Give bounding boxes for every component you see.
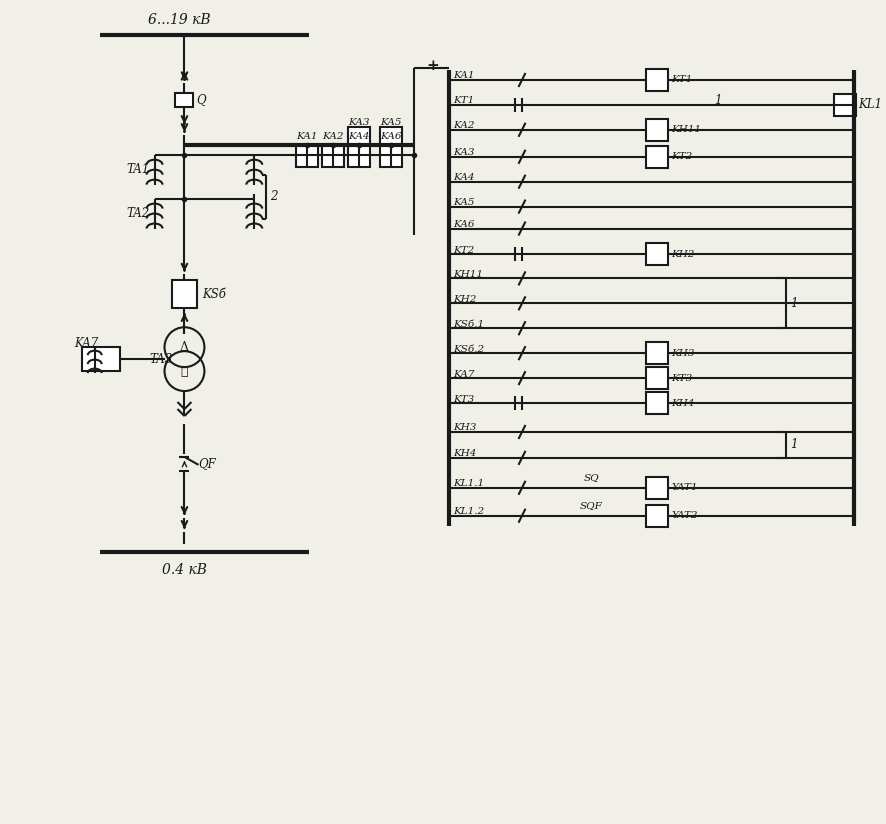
Text: 2: 2 [270, 190, 277, 204]
Text: KA1: KA1 [297, 133, 318, 141]
Text: TA1: TA1 [127, 163, 150, 176]
Text: KT3: KT3 [453, 395, 474, 404]
Text: KH2: KH2 [453, 295, 476, 304]
Text: KH11: KH11 [671, 125, 701, 134]
Bar [646, 477, 668, 499]
Text: KA6: KA6 [453, 220, 474, 229]
Text: KA7: KA7 [453, 370, 474, 378]
Text: KH11: KH11 [453, 270, 483, 279]
Text: KA4: KA4 [348, 133, 369, 141]
Text: KT1: KT1 [453, 96, 474, 105]
Bar [175, 93, 193, 107]
Bar [323, 145, 344, 166]
Text: YAT1: YAT1 [671, 484, 697, 492]
Bar [646, 119, 668, 141]
Bar [646, 505, 668, 527]
Bar [348, 145, 370, 166]
Text: KH4: KH4 [671, 399, 695, 408]
Text: KSб.1: KSб.1 [453, 320, 484, 329]
Text: KA5: KA5 [453, 198, 474, 207]
Bar [646, 69, 668, 91]
Text: Δ: Δ [180, 340, 189, 353]
Text: 1: 1 [789, 438, 797, 452]
Text: KT1: KT1 [671, 76, 692, 84]
Text: 1: 1 [789, 297, 797, 310]
Text: TA2: TA2 [127, 207, 150, 220]
Text: TA3: TA3 [150, 353, 173, 366]
Text: KT3: KT3 [671, 373, 692, 382]
Text: YAT2: YAT2 [671, 511, 697, 520]
Bar [646, 342, 668, 364]
Text: KA2: KA2 [323, 133, 344, 141]
Bar [646, 146, 668, 168]
Text: QF: QF [198, 457, 216, 471]
Text: 6...19 кВ: 6...19 кВ [148, 13, 211, 27]
Text: KA4: KA4 [453, 173, 474, 182]
Bar [646, 392, 668, 414]
Bar [380, 127, 402, 145]
Text: +: + [426, 59, 439, 73]
Text: ✕: ✕ [181, 364, 188, 377]
Text: KH2: KH2 [671, 250, 695, 259]
Text: KA7: KA7 [74, 337, 98, 349]
Text: SQF: SQF [579, 501, 602, 510]
Text: KH3: KH3 [453, 424, 476, 433]
Text: KA3: KA3 [453, 148, 474, 157]
Bar [646, 368, 668, 389]
Text: KA6: KA6 [380, 133, 401, 141]
Text: KA2: KA2 [453, 121, 474, 130]
Text: Q: Q [197, 93, 206, 106]
Text: KH4: KH4 [453, 449, 476, 458]
Text: KH3: KH3 [671, 349, 695, 358]
Text: KL1.1: KL1.1 [453, 480, 484, 489]
Text: 1: 1 [714, 95, 722, 107]
Text: 0.4 кВ: 0.4 кВ [162, 563, 207, 577]
Text: KA1: KA1 [453, 72, 474, 81]
Text: SQ: SQ [584, 473, 599, 482]
Text: KT2: KT2 [453, 246, 474, 255]
Bar [296, 145, 318, 166]
Bar [834, 94, 856, 116]
Text: KT2: KT2 [671, 152, 692, 162]
Text: KA5: KA5 [380, 119, 401, 128]
Text: KL1: KL1 [859, 98, 882, 111]
Bar [646, 243, 668, 265]
Bar [380, 145, 402, 166]
Text: KSб.2: KSб.2 [453, 344, 484, 353]
Bar [172, 280, 198, 308]
Text: KL1.2: KL1.2 [453, 508, 484, 516]
Bar [348, 127, 370, 145]
Text: KSб: KSб [202, 288, 226, 301]
Text: KA3: KA3 [348, 119, 369, 128]
Bar [82, 347, 120, 371]
